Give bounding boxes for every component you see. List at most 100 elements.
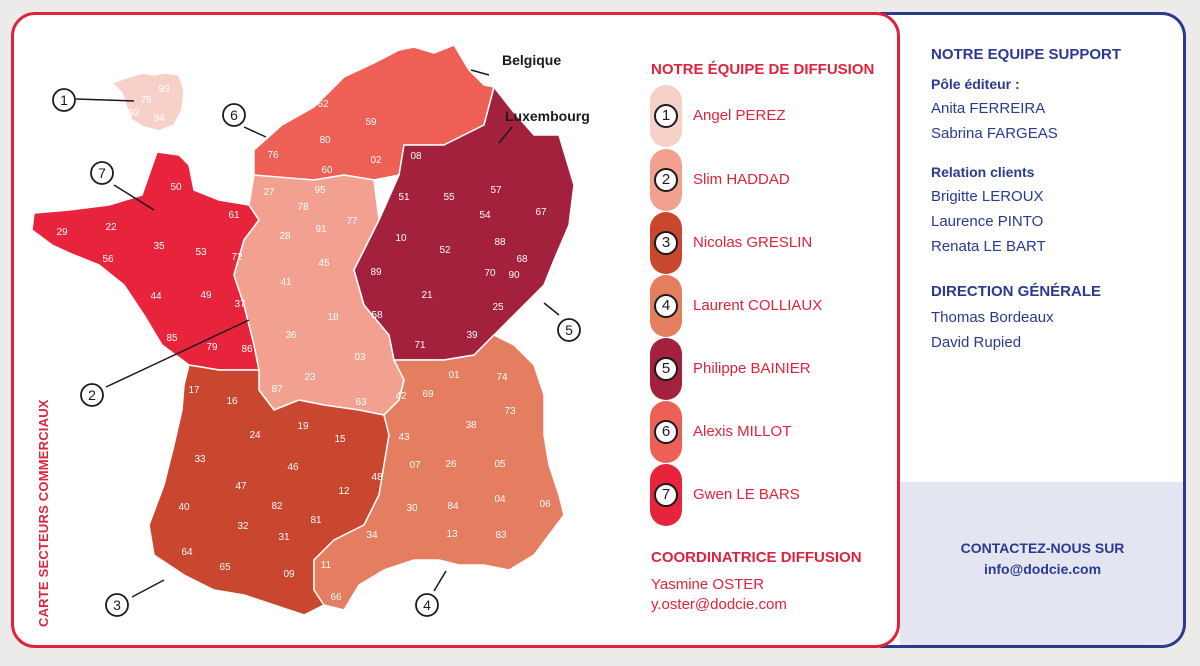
department-label: 18 [327, 312, 339, 323]
department-label: 14 [212, 185, 224, 196]
support-team-title: NOTRE EQUIPE SUPPORT [931, 46, 1122, 63]
department-label: 74 [496, 372, 508, 383]
department-label: 72 [231, 252, 243, 263]
leader-line [433, 570, 447, 592]
department-label: 84 [447, 501, 459, 512]
department-label: 01 [448, 370, 460, 381]
department-label: 49 [200, 290, 212, 301]
department-label: 85 [166, 333, 178, 344]
leader-line [243, 126, 267, 138]
leader-line [470, 69, 490, 76]
leader-line [543, 302, 560, 316]
department-label: 71 [414, 340, 426, 351]
department-label: 29 [56, 227, 68, 238]
leader-line [131, 579, 165, 598]
contact-email-link[interactable]: info@dodcie.com [983, 561, 1102, 577]
sector-marker-circle [415, 593, 439, 617]
department-label: 50 [170, 182, 182, 193]
department-label: 42 [395, 391, 407, 402]
department-label: 24 [249, 430, 261, 441]
department-label: 33 [194, 454, 206, 465]
team-member-name: Laurent COLLIAUX [693, 297, 823, 314]
department-label: 35 [153, 241, 165, 252]
department-label: 44 [150, 291, 162, 302]
department-label: 30 [406, 503, 418, 514]
department-label: 79 [206, 342, 218, 353]
department-label: 32 [237, 521, 249, 532]
team-member-name: Nicolas GRESLIN [693, 234, 813, 251]
department-label: 16 [226, 396, 238, 407]
sector-marker-circle [105, 593, 129, 617]
department-label: 91 [315, 224, 327, 235]
department-label: 19 [297, 421, 309, 432]
department-label: 57 [490, 185, 502, 196]
department-label: 60 [321, 165, 333, 176]
client-relation-name: Renata LE BART [931, 238, 1046, 255]
team-number-badge: 4 [654, 294, 678, 318]
department-label: 17 [188, 385, 200, 396]
leader-line [113, 184, 155, 211]
editor-name: Sabrina FARGEAS [931, 125, 1058, 142]
coordinator-email-link[interactable]: y.oster@dodcie.com [651, 596, 787, 613]
team-number-badge: 5 [654, 357, 678, 381]
team-number-badge: 1 [654, 104, 678, 128]
department-label: 26 [445, 459, 457, 470]
department-label: 47 [235, 481, 247, 492]
client-relation-name: Brigitte LEROUX [931, 188, 1044, 205]
department-label: 27 [263, 187, 275, 198]
department-label: 63 [355, 397, 367, 408]
department-label: 67 [535, 207, 547, 218]
department-label: 48 [371, 472, 383, 483]
contact-title: CONTACTEZ-NOUS SUR [960, 540, 1125, 556]
sector-region-5 [353, 86, 575, 361]
department-label: 87 [271, 384, 283, 395]
map-vertical-title: CARTE SECTEURS COMMERCIAUX [36, 399, 51, 627]
sector-marker-circle [80, 383, 104, 407]
department-label: 61 [228, 210, 240, 221]
team-member-name: Slim HADDAD [693, 171, 790, 188]
department-label: 08 [410, 151, 422, 162]
department-label: 66 [330, 592, 342, 603]
leader-line [498, 126, 513, 144]
department-label: 54 [479, 210, 491, 221]
department-label: 52 [439, 245, 451, 256]
department-label: 06 [539, 499, 551, 510]
department-label: 11 [321, 560, 332, 571]
clients-label: Relation clients [931, 164, 1035, 180]
department-label: 56 [102, 254, 114, 265]
team-number-badge: 3 [654, 231, 678, 255]
sector-marker-label: 7 [98, 165, 106, 181]
department-label: 94 [153, 113, 165, 124]
department-label: 90 [508, 270, 520, 281]
department-label: 45 [318, 258, 330, 269]
sector-marker-circle [52, 88, 76, 112]
sector-marker-circle [557, 318, 581, 342]
department-label: 37 [234, 299, 246, 310]
department-label: 09 [283, 569, 295, 580]
department-label: 64 [181, 547, 193, 558]
department-label: 46 [287, 462, 299, 473]
department-label: 75 [140, 95, 152, 106]
department-label: 58 [371, 310, 383, 321]
department-label: 13 [446, 529, 458, 540]
department-label: 40 [178, 502, 190, 513]
direction-name: Thomas Bordeaux [931, 309, 1054, 326]
editor-name: Anita FERREIRA [931, 100, 1046, 117]
department-label: 65 [219, 562, 231, 573]
sector-region-7 [31, 151, 260, 371]
department-label: 77 [346, 216, 358, 227]
department-label: 62 [317, 99, 329, 110]
department-label: 25 [492, 302, 504, 313]
team-number-badge: 2 [654, 168, 678, 192]
department-label: 07 [409, 460, 421, 471]
sector-marker-label: 5 [565, 322, 573, 338]
department-label: 81 [310, 515, 322, 526]
department-label: 23 [304, 372, 316, 383]
department-label: 83 [495, 530, 507, 541]
department-label: 10 [395, 233, 407, 244]
department-label: 80 [319, 135, 331, 146]
department-label: 86 [241, 344, 253, 355]
department-label: 70 [484, 268, 496, 279]
department-label: 95 [314, 185, 326, 196]
